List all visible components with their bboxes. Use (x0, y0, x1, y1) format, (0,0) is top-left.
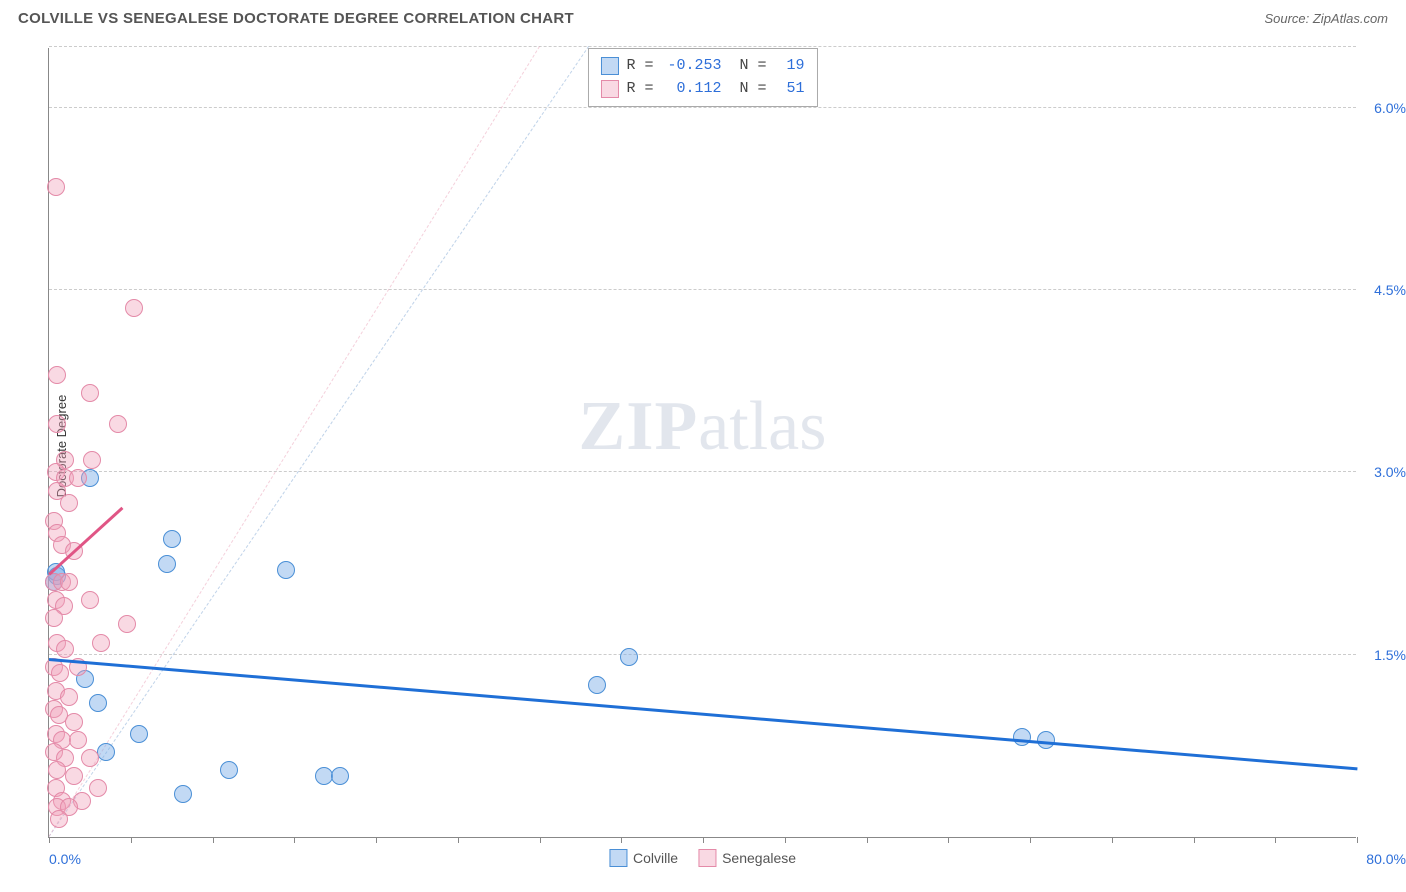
x-tick (49, 837, 50, 843)
n-value: 51 (775, 78, 805, 101)
data-point (174, 785, 192, 803)
data-point (69, 731, 87, 749)
n-label: N = (740, 78, 767, 101)
data-point (109, 415, 127, 433)
n-value: 19 (775, 55, 805, 78)
data-point (89, 779, 107, 797)
legend-swatch (698, 849, 716, 867)
legend-item: Senegalese (698, 849, 796, 867)
data-point (1013, 728, 1031, 746)
trend-line (49, 658, 1357, 770)
y-tick-label: 3.0% (1374, 464, 1406, 480)
gridline (49, 654, 1356, 655)
data-point (163, 530, 181, 548)
data-point (60, 573, 78, 591)
x-tick (213, 837, 214, 843)
data-point (97, 743, 115, 761)
x-tick (540, 837, 541, 843)
chart-header: COLVILLE VS SENEGALESE DOCTORATE DEGREE … (0, 0, 1406, 33)
series-swatch (600, 57, 618, 75)
chart-title: COLVILLE VS SENEGALESE DOCTORATE DEGREE … (18, 10, 574, 27)
gridline (49, 289, 1356, 290)
trend-line (49, 46, 540, 837)
data-point (69, 469, 87, 487)
watermark: ZIPatlas (579, 387, 827, 467)
data-point (130, 725, 148, 743)
data-point (50, 810, 68, 828)
trend-line (49, 46, 589, 837)
x-tick (294, 837, 295, 843)
data-point (1037, 731, 1055, 749)
r-value: -0.253 (662, 55, 722, 78)
x-tick (376, 837, 377, 843)
data-point (45, 609, 63, 627)
scatter-chart: ZIPatlas 1.5%3.0%4.5%6.0%0.0%80.0%R =-0.… (48, 48, 1356, 838)
gridline (49, 471, 1356, 472)
x-tick (621, 837, 622, 843)
r-value: 0.112 (662, 78, 722, 101)
x-tick (131, 837, 132, 843)
chart-source: Source: ZipAtlas.com (1264, 11, 1388, 26)
data-point (588, 676, 606, 694)
x-tick (1275, 837, 1276, 843)
x-tick (948, 837, 949, 843)
x-axis-label: 0.0% (49, 851, 81, 867)
data-point (48, 366, 66, 384)
gridline (49, 46, 1356, 47)
x-tick (785, 837, 786, 843)
data-point (118, 615, 136, 633)
stats-row: R = -0.253 N = 19 (600, 55, 804, 78)
data-point (60, 688, 78, 706)
data-point (81, 384, 99, 402)
data-point (60, 494, 78, 512)
watermark-atlas: atlas (698, 388, 826, 465)
series-legend: Colville Senegalese (609, 849, 796, 867)
x-tick (1030, 837, 1031, 843)
y-tick-label: 1.5% (1374, 647, 1406, 663)
legend-label: Senegalese (722, 850, 796, 866)
r-label: R = (626, 78, 653, 101)
data-point (47, 178, 65, 196)
r-label: R = (626, 55, 653, 78)
data-point (51, 664, 69, 682)
x-axis-label: 80.0% (1366, 851, 1406, 867)
data-point (65, 713, 83, 731)
legend-item: Colville (609, 849, 678, 867)
y-tick-label: 6.0% (1374, 100, 1406, 116)
data-point (125, 299, 143, 317)
data-point (158, 555, 176, 573)
data-point (331, 767, 349, 785)
data-point (220, 761, 238, 779)
data-point (81, 591, 99, 609)
data-point (65, 767, 83, 785)
stats-legend: R = -0.253 N = 19 R = 0.112 N = 51 (587, 48, 817, 107)
x-tick (703, 837, 704, 843)
data-point (315, 767, 333, 785)
data-point (48, 761, 66, 779)
x-tick (1112, 837, 1113, 843)
y-tick-label: 4.5% (1374, 282, 1406, 298)
x-tick (458, 837, 459, 843)
data-point (83, 451, 101, 469)
legend-swatch (609, 849, 627, 867)
series-swatch (600, 80, 618, 98)
data-point (620, 648, 638, 666)
data-point (56, 640, 74, 658)
watermark-zip: ZIP (579, 388, 699, 465)
data-point (48, 415, 66, 433)
data-point (277, 561, 295, 579)
x-tick (1357, 837, 1358, 843)
x-tick (867, 837, 868, 843)
n-label: N = (740, 55, 767, 78)
stats-row: R = 0.112 N = 51 (600, 78, 804, 101)
legend-label: Colville (633, 850, 678, 866)
data-point (92, 634, 110, 652)
data-point (89, 694, 107, 712)
x-tick (1194, 837, 1195, 843)
data-point (81, 749, 99, 767)
